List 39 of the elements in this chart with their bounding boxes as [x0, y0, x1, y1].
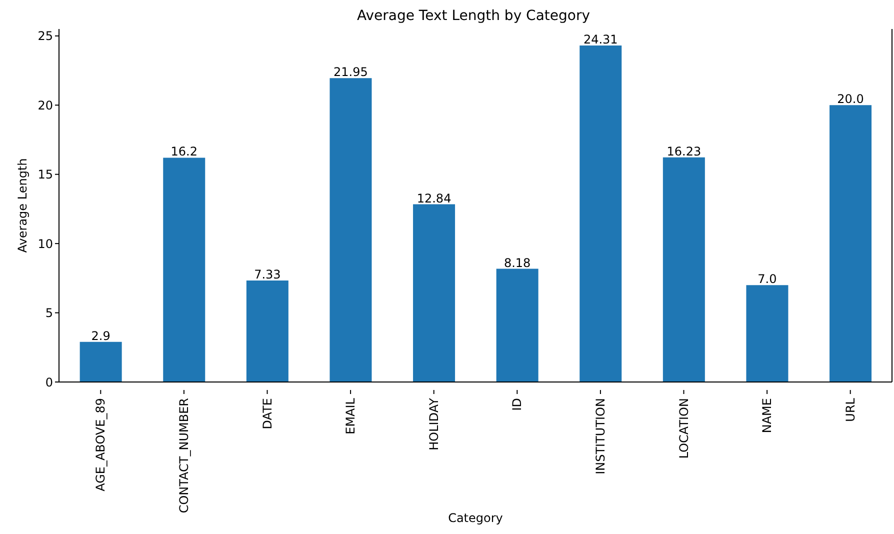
y-tick-label: 15	[38, 168, 53, 182]
y-tick-label: 10	[38, 236, 53, 251]
bar	[246, 280, 288, 382]
x-tick-label: ID	[510, 398, 524, 411]
x-tick-label: CONTACT_NUMBER	[176, 398, 191, 514]
x-tick-label: LOCATION	[676, 398, 691, 459]
bar	[163, 158, 206, 382]
bar	[746, 285, 788, 382]
data-label: 20.0	[837, 92, 864, 106]
data-label: 16.23	[666, 144, 702, 158]
bar	[413, 204, 456, 382]
y-tick-label: 20	[38, 98, 53, 112]
bar	[662, 157, 705, 382]
y-tick-label: 25	[38, 29, 53, 44]
chart-title: Average Text Length by Category	[356, 8, 592, 24]
y-tick-label: 5	[45, 306, 53, 320]
x-axis-title: Category	[448, 511, 503, 525]
data-label: 16.2	[170, 144, 198, 159]
bar	[830, 105, 872, 382]
x-tick-label: URL	[843, 398, 858, 422]
x-tick-label: INSTITUTION	[593, 398, 608, 474]
data-label: 7.33	[254, 268, 281, 282]
data-label: 21.95	[334, 65, 368, 80]
data-label: 8.18	[504, 256, 531, 270]
bar	[80, 342, 122, 382]
data-label: 2.9	[91, 328, 110, 343]
x-tick-label: EMAIL	[344, 398, 358, 434]
data-label: 7.0	[758, 272, 777, 286]
data-label: 12.84	[416, 191, 452, 206]
bar	[580, 45, 622, 382]
x-tick-label: NAME	[760, 398, 774, 434]
x-tick-label: AGE_ABOVE_89	[94, 398, 108, 492]
y-tick-label: 0	[45, 375, 53, 390]
bar	[330, 78, 372, 382]
y-axis-title: Average Length	[15, 158, 30, 253]
x-tick-label: HOLIDAY	[426, 397, 441, 450]
bar	[496, 268, 538, 382]
data-label: 24.31	[583, 32, 618, 46]
x-tick-label: DATE	[260, 398, 274, 430]
